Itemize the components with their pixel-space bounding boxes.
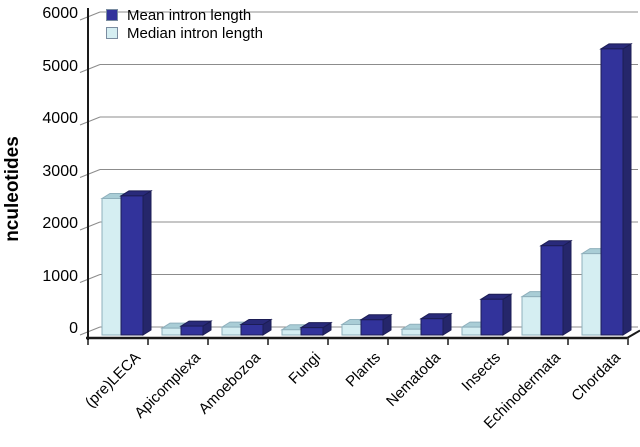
y-tick-label-3000: 3000: [42, 162, 78, 180]
y-tick-label-0: 0: [69, 320, 78, 337]
bar-side-mean-(pre)LECA: [142, 189, 152, 336]
bar-median-Chordata: [581, 253, 602, 336]
y-tick-label-5000: 5000: [42, 57, 78, 75]
bar-mean-Nematoda: [420, 318, 444, 336]
y-tick-4000: [79, 116, 101, 126]
bar-median-Fungi: [281, 329, 302, 336]
bar-median-Nematoda: [401, 328, 422, 336]
bar-side-mean-Echinodermata: [562, 239, 572, 336]
bar-mean-Chordata: [600, 48, 624, 336]
legend: Mean intron length Median intron length: [106, 6, 263, 42]
legend-label-median: Median intron length: [127, 24, 263, 42]
y-tick-label-2000: 2000: [42, 215, 78, 232]
bar-median-Plants: [341, 324, 362, 336]
bar-mean-Echinodermata: [540, 245, 564, 336]
y-axis-title: nculeotides: [2, 136, 23, 242]
y-tick-label-4000: 4000: [42, 110, 78, 127]
bar-mean-Amoebozoa: [240, 324, 264, 336]
bar-median-Apicomplexa: [161, 327, 182, 336]
bar-median-(pre)LECA: [101, 198, 122, 336]
bar-side-mean-Chordata: [622, 42, 632, 336]
bar-mean-Plants: [360, 319, 384, 336]
legend-label-mean: Mean intron length: [127, 6, 252, 24]
median-series-swatch-icon: [106, 27, 118, 39]
bar-median-Amoebozoa: [221, 326, 242, 336]
bar-mean-Fungi: [300, 327, 324, 336]
y-tick-1000: [79, 274, 101, 283]
y-tick-2000: [79, 221, 101, 231]
y-tick-3000: [79, 169, 101, 178]
y-tick-6000: [79, 11, 101, 21]
legend-item-median: Median intron length: [106, 24, 263, 42]
mean-series-swatch-icon: [106, 9, 118, 21]
bar-mean-Apicomplexa: [180, 325, 204, 336]
y-tick-5000: [79, 64, 101, 73]
legend-item-mean: Mean intron length: [106, 6, 263, 24]
bar-side-mean-Insects: [502, 293, 512, 336]
y-tick-label-1000: 1000: [42, 267, 78, 285]
bar-mean-(pre)LECA: [120, 195, 144, 336]
bar-median-Insects: [461, 326, 482, 336]
y-tick-label-6000: 6000: [42, 5, 78, 22]
bar-median-Echinodermata: [521, 296, 542, 336]
y-tick-0: [79, 326, 101, 336]
x-axis-depth-edge: [626, 329, 640, 339]
bar-mean-Insects: [480, 298, 504, 336]
